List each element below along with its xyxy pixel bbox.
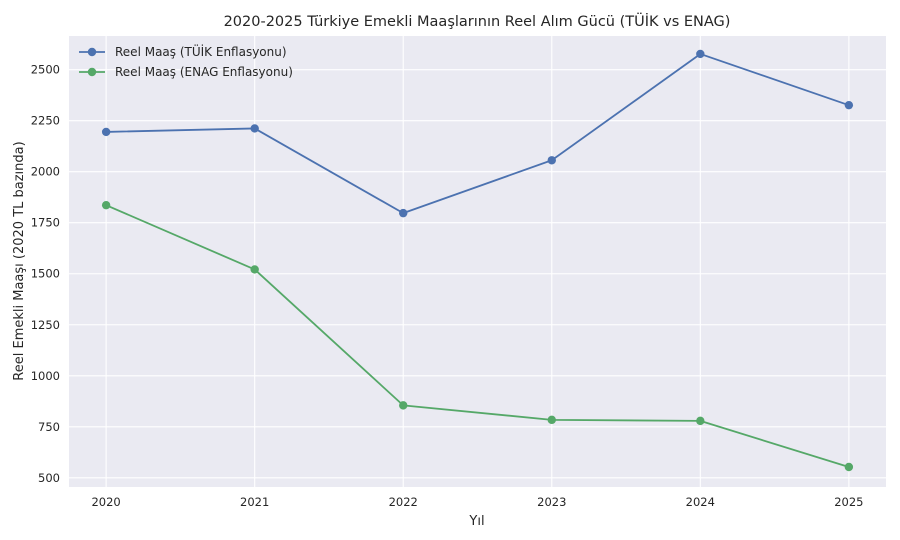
y-tick-label: 1500 xyxy=(31,267,60,281)
x-tick-label: 2025 xyxy=(834,495,863,509)
series-1 xyxy=(101,49,854,218)
y-tick-label: 2250 xyxy=(31,114,60,128)
x-tick-label: 2020 xyxy=(91,495,120,509)
series-2 xyxy=(101,200,854,472)
legend-swatch-marker xyxy=(87,67,97,77)
legend-item-1: Reel Maaş (TÜİK Enflasyonu) xyxy=(79,43,287,59)
series-group xyxy=(101,49,854,472)
data-point xyxy=(844,100,854,110)
data-point xyxy=(696,416,705,426)
y-tick-label: 1000 xyxy=(31,369,60,383)
legend-label: Reel Maaş (TÜİK Enflasyonu) xyxy=(115,43,287,59)
legend: Reel Maaş (TÜİK Enflasyonu) Reel Maaş (EN… xyxy=(79,43,293,79)
y-tick-label: 500 xyxy=(38,471,60,485)
data-point xyxy=(399,401,408,410)
data-point xyxy=(547,156,556,165)
grid-lines xyxy=(69,36,886,487)
x-axis-ticks: 2020 2021 2022 2023 2024 2025 xyxy=(91,495,863,509)
series-line xyxy=(105,204,850,468)
data-point xyxy=(399,208,408,218)
chart-title: 2020-2025 Türkiye Emekli Maaşlarının Ree… xyxy=(224,12,731,30)
y-axis-ticks: 500 750 1000 1250 1500 1750 2000 2250 2500 xyxy=(31,63,60,485)
x-tick-label: 2024 xyxy=(686,495,715,509)
legend-item-2: Reel Maaş (ENAG Enflasyonu) xyxy=(79,65,293,79)
x-axis-label: Yıl xyxy=(468,514,484,529)
y-tick-label: 1750 xyxy=(31,216,60,230)
data-point xyxy=(844,462,854,472)
legend-label: Reel Maaş (ENAG Enflasyonu) xyxy=(115,65,293,79)
data-point xyxy=(547,415,556,425)
plot-area xyxy=(69,36,886,487)
data-point xyxy=(250,124,259,133)
x-tick-label: 2023 xyxy=(537,495,566,509)
legend-swatch-marker xyxy=(87,47,97,57)
data-point xyxy=(250,265,259,274)
data-point xyxy=(101,200,111,210)
y-axis-label: Reel Emekli Maaşı (2020 TL bazında) xyxy=(12,141,27,380)
x-tick-label: 2022 xyxy=(389,495,418,509)
x-tick-label: 2021 xyxy=(240,495,269,509)
y-tick-label: 1250 xyxy=(31,318,60,332)
y-tick-label: 750 xyxy=(38,420,60,434)
y-tick-label: 2500 xyxy=(31,63,60,77)
series-line xyxy=(106,53,850,215)
data-point xyxy=(101,127,111,137)
data-point xyxy=(696,49,705,59)
y-tick-label: 2000 xyxy=(31,165,60,179)
